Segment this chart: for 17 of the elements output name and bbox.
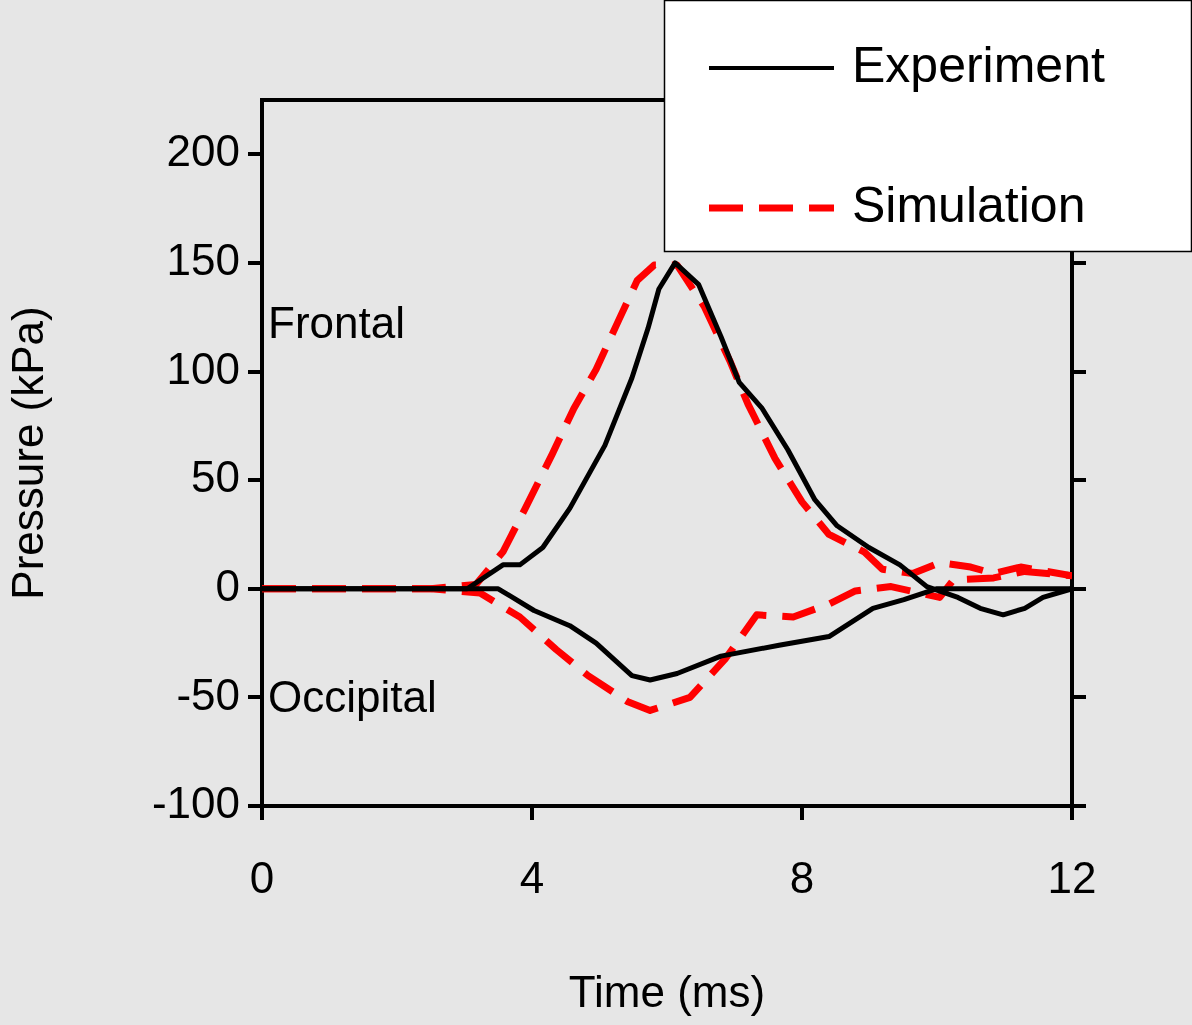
x-tick-label: 12: [1047, 852, 1097, 902]
y-tick-label: 50: [191, 452, 240, 502]
y-tick-label: 200: [166, 126, 240, 176]
legend-label: Experiment: [852, 36, 1105, 93]
annotation: Frontal: [268, 298, 405, 348]
y-tick-label: 150: [166, 235, 240, 285]
x-tick-label: 4: [519, 852, 545, 902]
y-tick-label: -50: [176, 669, 240, 719]
y-tick-label: 100: [166, 343, 240, 393]
x-tick-label: 8: [789, 852, 815, 902]
annotation: Occipital: [268, 672, 437, 722]
y-tick-label: -100: [151, 778, 240, 828]
y-tick-label: 0: [215, 560, 240, 610]
legend-label: Simulation: [852, 176, 1086, 233]
x-tick-label: 0: [249, 852, 275, 902]
x-axis-title: Time (ms): [568, 966, 766, 1016]
y-axis-title: Pressure (kPa): [2, 306, 52, 600]
